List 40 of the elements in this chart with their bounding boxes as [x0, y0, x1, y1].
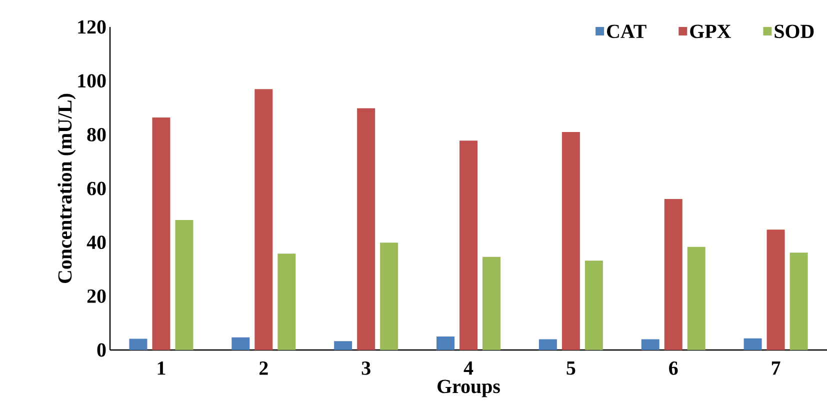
- y-tick-label: 60: [87, 182, 106, 196]
- legend-label: CAT: [607, 24, 646, 38]
- bar: [380, 242, 398, 350]
- legend-label: GPX: [690, 24, 731, 38]
- bar: [744, 338, 762, 350]
- x-tick-label: 2: [260, 362, 268, 375]
- x-tick-label: 6: [669, 362, 678, 375]
- bar: [175, 220, 194, 350]
- y-tick-label: 80: [87, 128, 106, 142]
- bar: [641, 339, 660, 350]
- bar: [766, 230, 785, 350]
- bar: [664, 198, 682, 350]
- bar: [687, 246, 706, 350]
- y-tick-label: 20: [87, 289, 106, 303]
- bar: [357, 108, 376, 350]
- x-tick-label: 3: [362, 362, 370, 375]
- y-tick-label: 40: [86, 236, 106, 250]
- bar: [584, 260, 603, 350]
- bar: [460, 140, 478, 350]
- y-axis-title: Concentration (mU/L): [58, 94, 76, 283]
- x-tick-label: 7: [772, 362, 780, 375]
- bar: [482, 256, 501, 350]
- x-axis-title: Groups: [438, 380, 500, 398]
- bar: [562, 132, 580, 350]
- y-tick-label: 100: [78, 74, 106, 88]
- bar: [790, 252, 808, 350]
- bar: [232, 337, 250, 350]
- bar: [129, 338, 148, 350]
- bar: [152, 117, 170, 350]
- x-tick-label: 1: [158, 362, 166, 375]
- legend-label: SOD: [774, 24, 814, 38]
- y-tick-label: 0: [97, 343, 106, 357]
- bar: [436, 336, 455, 350]
- x-tick-label: 5: [566, 362, 576, 375]
- bar: [254, 89, 273, 350]
- x-tick-label: 4: [464, 362, 474, 375]
- bar: [278, 254, 296, 350]
- y-tick-label: 120: [78, 20, 106, 34]
- bar: [538, 339, 557, 350]
- bar: [334, 341, 352, 350]
